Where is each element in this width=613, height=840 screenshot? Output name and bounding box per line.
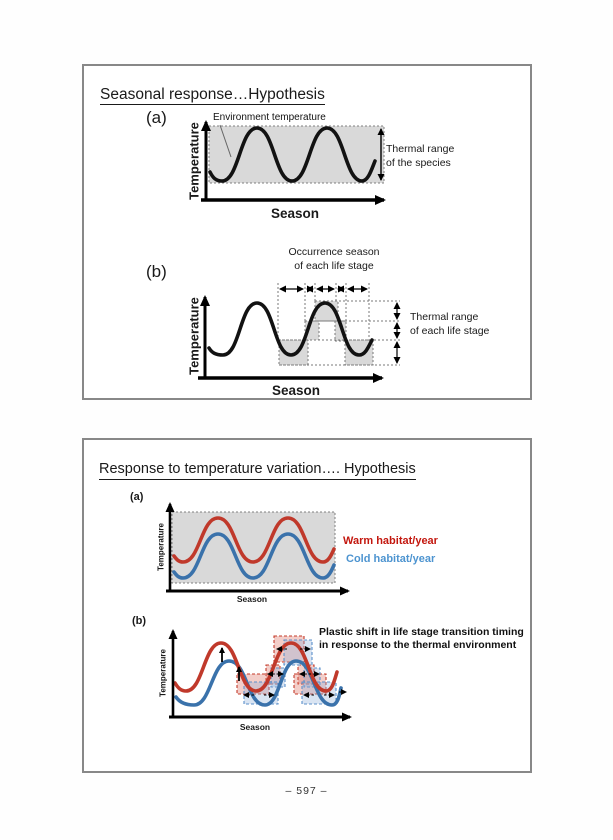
environment-temperature-curve xyxy=(208,126,377,183)
occurrence-season-label: Occurrence season of each life stage xyxy=(288,246,380,272)
cold-habitat-curve-2b xyxy=(174,659,343,707)
cold-habitat-curve-2a xyxy=(172,532,336,580)
seasonal-response-diagram xyxy=(198,120,401,383)
fig-2a-label: (a) xyxy=(130,491,144,503)
fig-2a-graphics xyxy=(165,502,350,596)
timing-shift-arrows xyxy=(243,646,347,698)
fig-1a-graphics xyxy=(201,120,386,205)
fig-1b-x-axis-label: Season xyxy=(271,383,321,398)
temperature-variation-diagram xyxy=(165,502,352,722)
occurrence-guides xyxy=(277,283,370,342)
fig-1a-label: (a) xyxy=(146,108,167,127)
temperature-curve-1b xyxy=(207,301,374,357)
annotation-leader-line xyxy=(219,124,232,158)
warm-habitat-curve-2a xyxy=(172,516,336,564)
plastic-shift-note-line1: Plastic shift in life stage transition t… xyxy=(319,626,524,638)
panel2-title: Response to temperature variation…. Hypo… xyxy=(99,461,416,480)
fig-1a-x-axis-label: Season xyxy=(270,206,320,221)
page-number: – 597 – xyxy=(285,785,328,797)
fig-1b-label: (b) xyxy=(146,262,167,281)
fig-1b-graphics xyxy=(198,283,401,383)
fig-2b-x-axis-label: Season xyxy=(239,722,271,732)
fig-2a-y-axis-label: Temperature xyxy=(156,523,166,571)
fig-1b-y-axis-label: Temperature xyxy=(186,297,202,375)
thermal-range-stage-label: Thermal range of each life stage xyxy=(410,311,490,337)
warm-habitat-curve-2b xyxy=(173,641,339,693)
thermal-band-rect xyxy=(208,125,385,184)
fig-1a-y-axis-label: Temperature xyxy=(186,122,202,200)
cold-habitat-legend: Cold habitat/year xyxy=(346,553,436,565)
thermal-range-species-label: Thermal range of the species xyxy=(386,143,455,169)
fig-2b-y-axis-label: Temperature xyxy=(158,649,168,697)
vertical-shift-arrows xyxy=(219,647,242,681)
warm-habitat-legend: Warm habitat/year xyxy=(343,535,438,547)
panel1-title: Seasonal response…Hypothesis xyxy=(100,86,325,106)
fig-2b-graphics xyxy=(168,629,352,722)
plastic-shift-note-line2: in response to the thermal environment xyxy=(319,639,517,651)
fig-2b-label: (b) xyxy=(132,615,147,627)
thermal-level-guides xyxy=(278,300,400,366)
slide-panel-seasonal-response: Seasonal response…Hypothesis (a) Environ… xyxy=(82,64,532,400)
fig-2a-x-axis-label: Season xyxy=(236,594,268,604)
environment-temperature-label: Environment temperature xyxy=(213,112,326,123)
slide-panel-temperature-variation: Response to temperature variation…. Hypo… xyxy=(82,438,532,773)
